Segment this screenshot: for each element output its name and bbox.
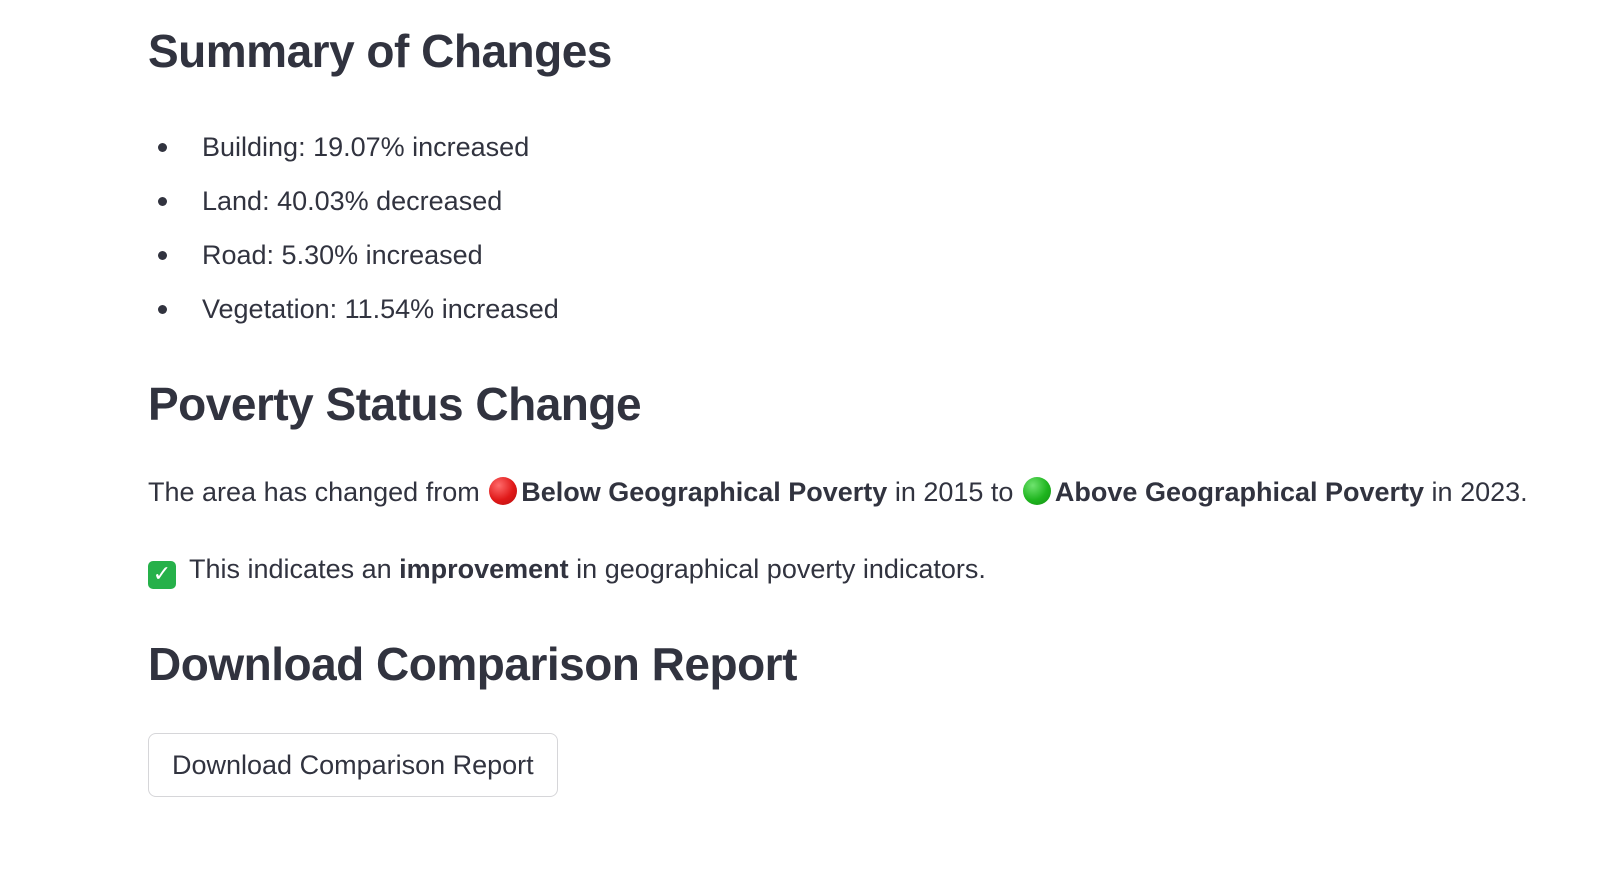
red-circle-icon bbox=[489, 477, 518, 505]
green-circle-icon bbox=[1022, 477, 1051, 505]
poverty-status-text: The area has changed from Below Geograph… bbox=[148, 474, 1528, 510]
poverty-heading: Poverty Status Change bbox=[148, 378, 642, 430]
indicator-bold: improvement bbox=[399, 554, 569, 584]
status-prefix: The area has changed from bbox=[148, 477, 488, 507]
change-building: Building: 19.07% increased bbox=[202, 132, 530, 162]
from-status: Below Geographical Poverty bbox=[521, 477, 888, 507]
bullet-icon bbox=[158, 197, 167, 206]
changes-list: Building: 19.07% increased Land: 40.03% … bbox=[148, 120, 559, 336]
improvement-text: ✓ This indicates an improvement in geogr… bbox=[148, 551, 986, 589]
list-item: Vegetation: 11.54% increased bbox=[148, 282, 559, 336]
bullet-icon bbox=[158, 305, 167, 314]
summary-heading: Summary of Changes bbox=[148, 25, 612, 77]
list-item: Land: 40.03% decreased bbox=[148, 174, 559, 228]
download-heading: Download Comparison Report bbox=[148, 638, 797, 690]
list-item: Building: 19.07% increased bbox=[148, 120, 559, 174]
bullet-icon bbox=[158, 143, 167, 152]
to-year-text: in 2023. bbox=[1424, 477, 1528, 507]
check-mark-icon: ✓ bbox=[148, 561, 176, 589]
bullet-icon bbox=[158, 251, 167, 260]
from-year-text: in 2015 to bbox=[887, 477, 1021, 507]
change-land: Land: 40.03% decreased bbox=[202, 186, 503, 216]
download-report-button[interactable]: Download Comparison Report bbox=[148, 733, 558, 797]
change-road: Road: 5.30% increased bbox=[202, 240, 483, 270]
change-vegetation: Vegetation: 11.54% increased bbox=[202, 294, 559, 324]
to-status: Above Geographical Poverty bbox=[1054, 477, 1425, 507]
indicator-suffix: in geographical poverty indicators. bbox=[568, 554, 986, 584]
indicator-prefix: This indicates an bbox=[182, 554, 400, 584]
list-item: Road: 5.30% increased bbox=[148, 228, 559, 282]
